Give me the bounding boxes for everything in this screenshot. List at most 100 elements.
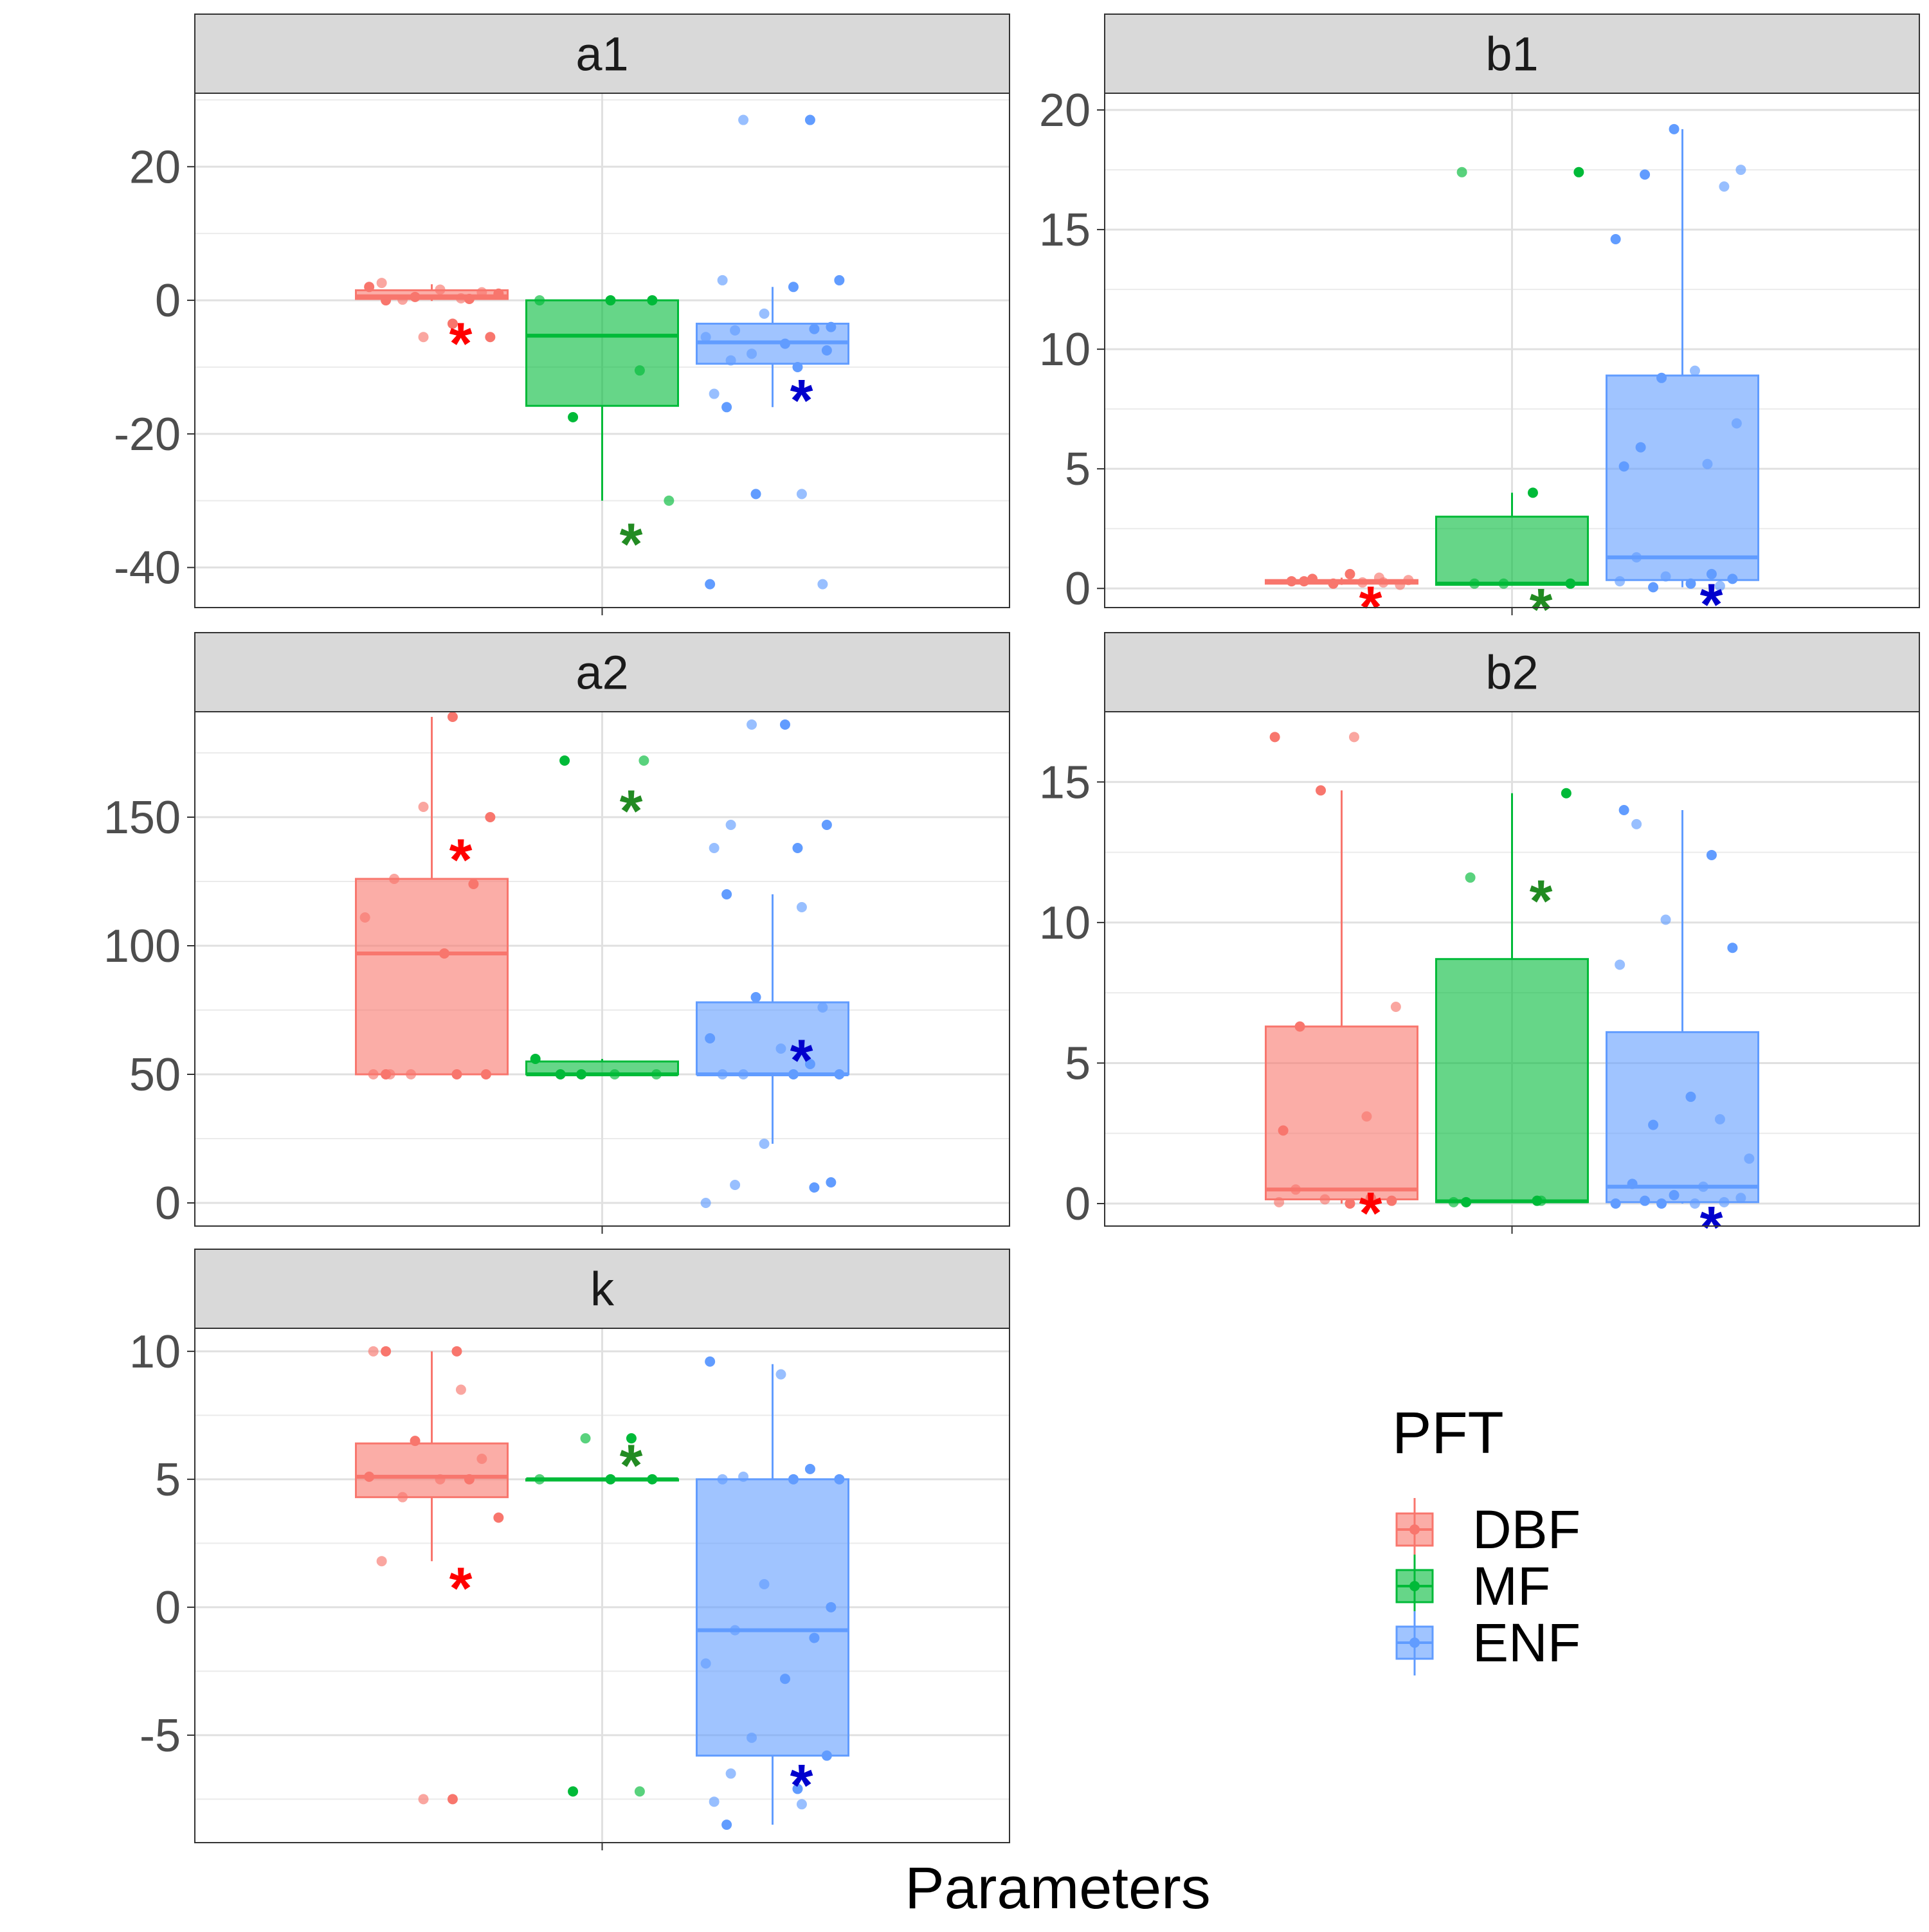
data-point (804, 1463, 815, 1474)
y-tick-label: -20 (114, 409, 181, 460)
data-point (530, 1054, 541, 1064)
y-tick-label: 50 (129, 1049, 181, 1101)
data-point (1702, 458, 1713, 469)
data-point (1744, 1153, 1755, 1164)
data-point (792, 361, 803, 372)
box-group-dbf: * (355, 278, 509, 377)
box-group-enf: * (696, 114, 849, 590)
data-point (368, 1069, 379, 1079)
data-point (1640, 169, 1651, 180)
data-point (730, 325, 741, 336)
data-point (709, 843, 720, 853)
data-point (750, 489, 761, 500)
data-point (1685, 578, 1696, 589)
data-point (1498, 578, 1509, 589)
data-point (747, 348, 757, 359)
data-point (1573, 167, 1584, 177)
data-point (364, 1471, 375, 1482)
data-point (381, 1346, 392, 1357)
data-point (605, 295, 616, 306)
data-point (1378, 577, 1389, 588)
box-group-dbf: * (355, 1346, 509, 1805)
data-point (1294, 1021, 1305, 1032)
significance-marker: * (449, 827, 473, 893)
data-point (1656, 1198, 1667, 1209)
data-point (1469, 578, 1480, 589)
data-point (651, 1069, 662, 1079)
data-point (1615, 576, 1626, 587)
data-point (480, 1069, 491, 1079)
data-point (493, 288, 504, 299)
significance-marker: * (1530, 577, 1553, 643)
data-point (381, 295, 392, 306)
facet-title: k (590, 1263, 615, 1316)
data-point (476, 1453, 487, 1464)
data-point (1689, 365, 1700, 376)
data-point (788, 1474, 799, 1485)
data-point (647, 295, 658, 306)
data-point (1299, 576, 1310, 587)
box-body (1435, 958, 1589, 1204)
data-point (1648, 582, 1659, 593)
data-point (439, 948, 449, 959)
data-point (1365, 1193, 1376, 1204)
data-point (1610, 233, 1621, 244)
box-group-enf: * (1606, 123, 1759, 638)
facet-title: b1 (1485, 28, 1538, 81)
panel-b2: b2 0 5 10 15 * * * (1039, 632, 1920, 1260)
data-point (1727, 943, 1738, 953)
data-point (381, 1069, 392, 1079)
data-point (730, 1625, 741, 1636)
data-point (1319, 1194, 1330, 1205)
panel-k: k -5 0 5 10 * * * (129, 1249, 1010, 1850)
panel-a1: a1 -40 -20 0 20 * * * (114, 14, 1010, 615)
y-tick-label: 5 (1065, 1038, 1091, 1089)
data-point (759, 308, 770, 319)
facet-strip (1104, 14, 1920, 94)
data-point (1714, 581, 1725, 591)
significance-marker: * (1700, 1195, 1723, 1260)
data-point (493, 1512, 504, 1523)
data-point (1278, 1125, 1289, 1136)
significance-marker: * (1700, 572, 1723, 638)
y-tick-label: 0 (1065, 1178, 1091, 1230)
data-point (1731, 418, 1742, 429)
data-point (1448, 1196, 1459, 1207)
data-point (705, 579, 716, 590)
facet-strip (194, 1249, 1010, 1329)
data-point (1328, 578, 1339, 589)
data-point (1635, 442, 1646, 453)
panel-border (1104, 711, 1920, 1227)
box-body (1606, 1031, 1759, 1204)
data-point (410, 291, 421, 302)
data-point (821, 345, 832, 356)
data-point (738, 1069, 749, 1079)
data-point (397, 294, 408, 305)
data-point (368, 1346, 379, 1357)
y-tick-label: 10 (1039, 898, 1091, 949)
data-point (1669, 123, 1680, 134)
y-tick-label: 5 (1065, 444, 1091, 495)
data-point (634, 365, 645, 376)
y-tick-label: 5 (155, 1454, 181, 1506)
data-point (1669, 1189, 1680, 1200)
data-point (1615, 959, 1626, 970)
box-group-mf: * (525, 295, 679, 577)
y-tick-label: 0 (1065, 563, 1091, 615)
data-point (1395, 579, 1406, 590)
data-point (1403, 575, 1414, 586)
data-point (1274, 1196, 1285, 1207)
y-tick-label: 10 (129, 1326, 181, 1378)
data-point (1698, 1181, 1708, 1192)
data-point (534, 295, 545, 306)
box-body (355, 878, 509, 1076)
y-tick-label: 20 (1039, 85, 1091, 136)
data-point (834, 275, 845, 285)
y-tick-label: 15 (1039, 757, 1091, 808)
data-point (738, 114, 749, 125)
facet-title: a2 (575, 646, 628, 700)
data-point (464, 1474, 475, 1485)
legend-key-point (1409, 1638, 1420, 1648)
